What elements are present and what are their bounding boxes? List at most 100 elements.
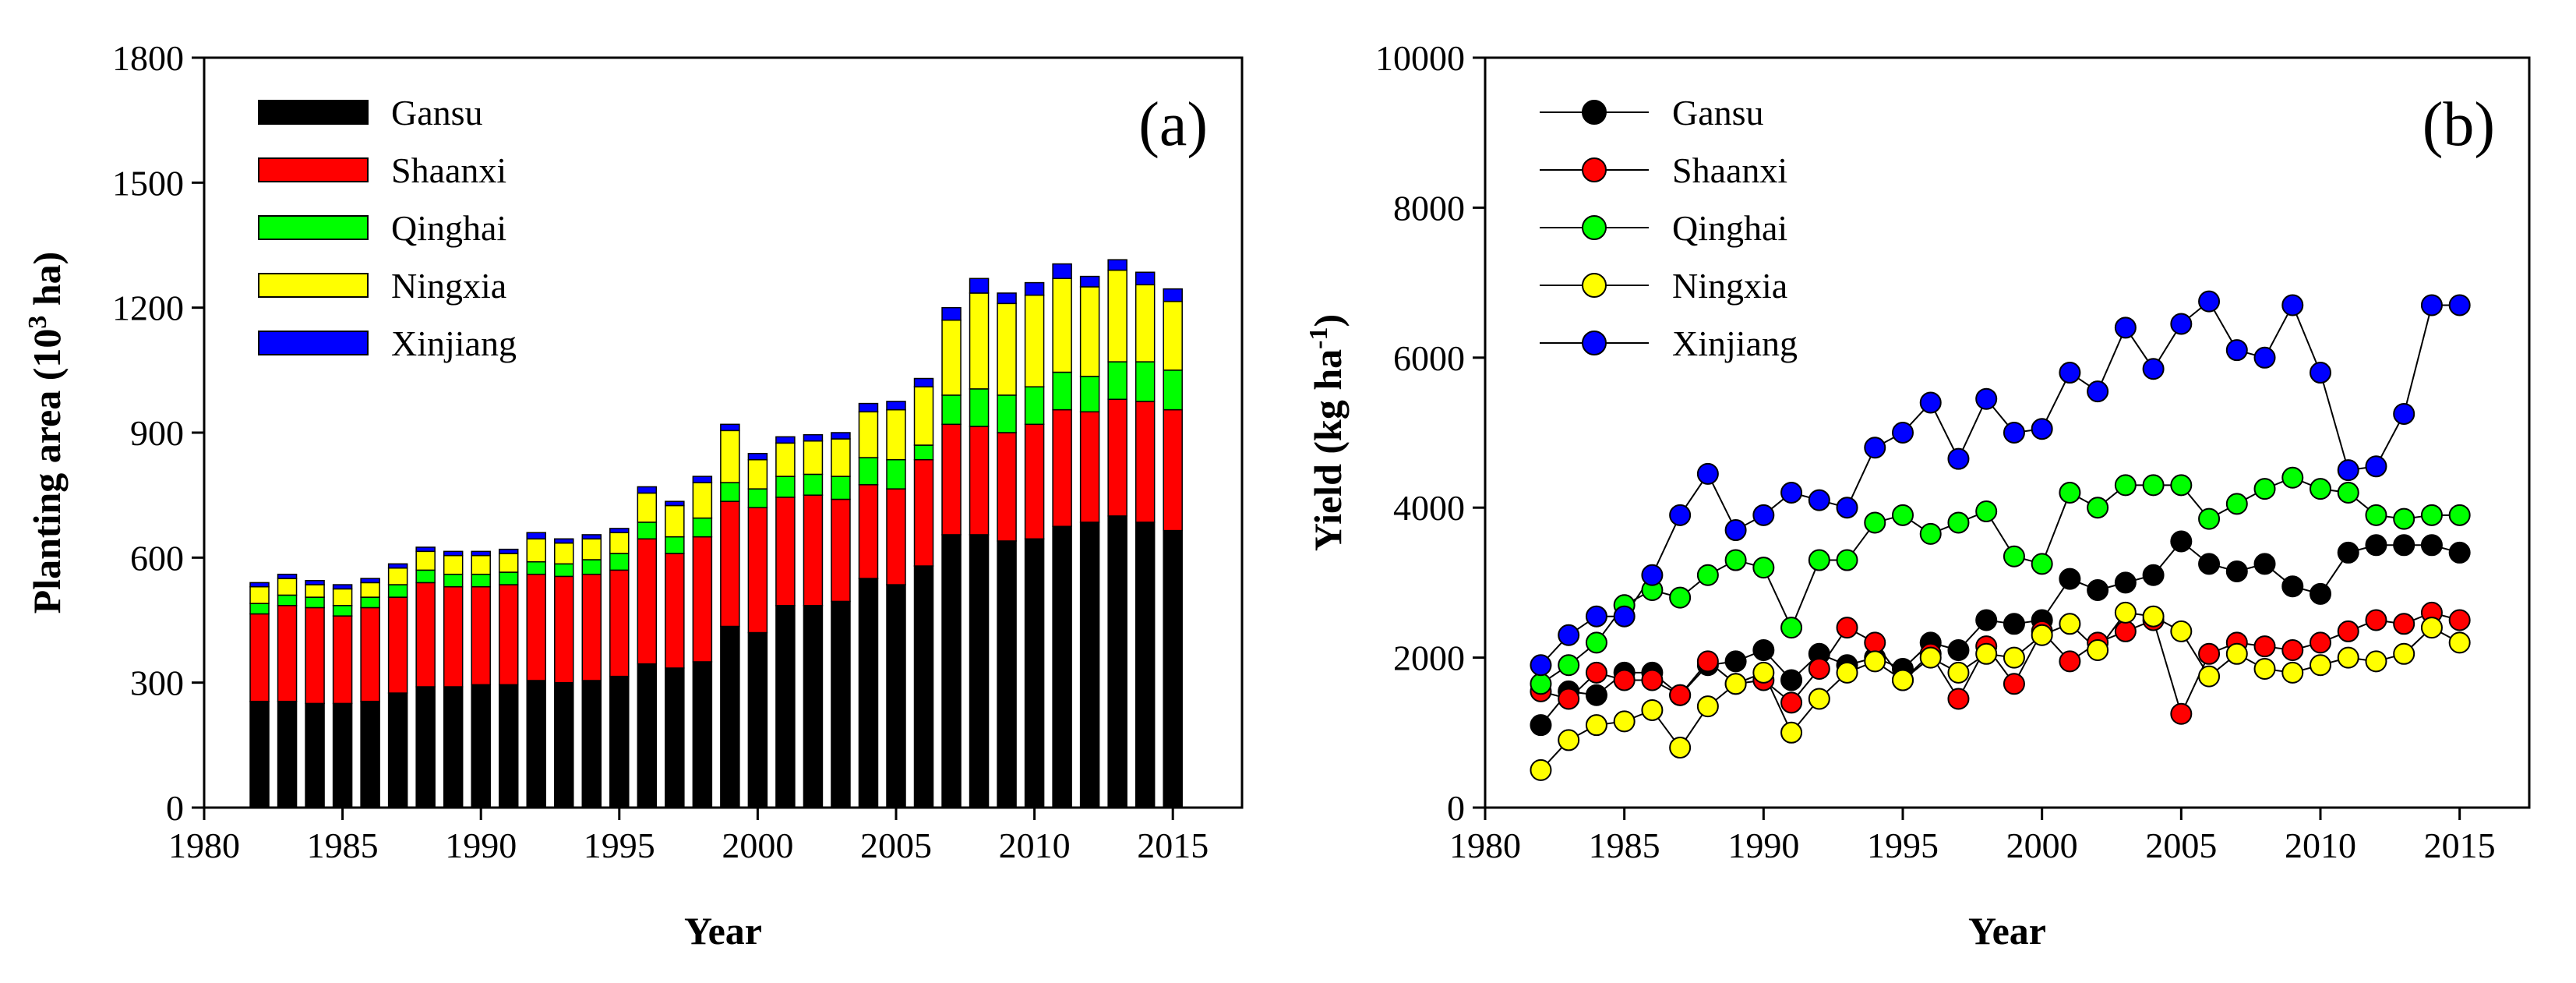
bar-shaanxi-1982	[249, 613, 270, 702]
point-gansu-1997	[1947, 638, 1970, 661]
bar-qinghai-1999	[720, 482, 740, 502]
point-shaanxi-1988	[1696, 650, 1719, 673]
bar-gansu-2013	[1107, 515, 1127, 808]
bar-xinjiang-1988	[415, 546, 436, 553]
bar-ningxia-1993	[554, 542, 574, 565]
bar-gansu-1995	[609, 675, 630, 808]
point-ningxia-1988	[1696, 695, 1719, 718]
point-ningxia-1999	[2003, 646, 2025, 669]
point-gansu-1989	[1724, 650, 1747, 673]
panel-a-y-tick-label: 1500	[112, 163, 184, 203]
point-gansu-2006	[2198, 553, 2221, 575]
point-qinghai-2010	[2310, 478, 2331, 500]
point-gansu-2013	[2393, 534, 2415, 557]
panel-b-x-tick-label: 1995	[1867, 826, 1939, 865]
point-qinghai-2001	[2059, 481, 2081, 504]
bar-xinjiang-1983	[277, 573, 298, 579]
point-ningxia-1982	[1530, 758, 1552, 781]
point-qinghai-1998	[1975, 500, 1998, 523]
bar-ningxia-2015	[1163, 300, 1183, 371]
bar-xinjiang-1994	[581, 534, 602, 540]
point-qinghai-1994	[1864, 511, 1886, 534]
point-xinjiang-1996	[1919, 391, 1942, 414]
point-xinjiang-1997	[1947, 447, 1970, 470]
point-xinjiang-1986	[1641, 564, 1664, 586]
bar-xinjiang-1992	[526, 532, 546, 540]
bar-shaanxi-2000	[747, 507, 768, 634]
point-xinjiang-2010	[2310, 362, 2331, 384]
bar-ningxia-2006	[913, 386, 934, 446]
bar-ningxia-1987	[387, 567, 408, 585]
series-line-qinghai	[1540, 476, 2460, 685]
point-qinghai-2006	[2198, 507, 2221, 530]
point-shaanxi-2001	[2059, 650, 2081, 673]
bar-gansu-2002	[803, 605, 824, 808]
bar-shaanxi-2004	[858, 484, 879, 579]
panel-a-ticks: 1980 1985 1990 1995 2000 2005 2010 2015 0 300 600 9…	[112, 38, 1209, 865]
bar-xinjiang-1987	[387, 563, 408, 569]
bar-xinjiang-1984	[305, 579, 325, 585]
point-qinghai-1984	[1585, 631, 1607, 654]
point-qinghai-2002	[2087, 497, 2109, 519]
bar-ningxia-1989	[443, 554, 464, 575]
bar-qinghai-1993	[554, 563, 574, 578]
bar-ningxia-1982	[249, 585, 270, 604]
point-ningxia-2007	[2225, 642, 2248, 665]
point-shaanxi-1992	[1808, 658, 1830, 681]
point-xinjiang-1998	[1975, 387, 1998, 410]
panel-a-x-tick-label: 2005	[860, 826, 932, 865]
point-xinjiang-1987	[1669, 504, 1692, 526]
bar-qinghai-1992	[526, 560, 546, 575]
point-ningxia-2012	[2365, 650, 2387, 673]
legend-label-qinghai: Qinghai	[1672, 208, 1787, 248]
point-ningxia-1993	[1836, 661, 1858, 684]
point-ningxia-2006	[2198, 665, 2221, 688]
legend-label-shaanxi: Shaanxi	[391, 150, 506, 190]
bar-gansu-1982	[249, 700, 270, 808]
bar-xinjiang-1986	[360, 578, 380, 584]
point-qinghai-2008	[2253, 478, 2276, 500]
point-gansu-2003	[2114, 571, 2137, 594]
bar-shaanxi-2013	[1107, 398, 1127, 517]
bar-qinghai-2002	[803, 473, 824, 496]
bar-ningxia-1984	[305, 584, 325, 598]
bar-xinjiang-1993	[554, 538, 574, 544]
bar-gansu-1983	[277, 700, 298, 808]
point-xinjiang-1982	[1530, 654, 1552, 677]
bar-ningxia-2009	[997, 302, 1017, 396]
panel-b-legend: Gansu Shaanxi Qinghai Ningxia Xinjiang	[1540, 93, 1798, 363]
panel-b-y-axis-title-tail: )	[1306, 314, 1350, 327]
point-xinjiang-2011	[2337, 459, 2359, 482]
panel-b-y-tick-label: 6000	[1393, 338, 1465, 378]
panel-a-y-axis-title: Planting area (103 ha)	[23, 252, 69, 614]
legend-label-gansu: Gansu	[391, 93, 483, 133]
bar-shaanxi-1995	[609, 569, 630, 677]
bar-qinghai-1994	[581, 559, 602, 575]
bar-gansu-1992	[526, 680, 546, 808]
point-shaanxi-1987	[1669, 684, 1692, 706]
bar-qinghai-2006	[913, 444, 934, 461]
bar-ningxia-2010	[1024, 294, 1045, 387]
bar-xinjiang-2000	[747, 452, 768, 461]
point-ningxia-1994	[1864, 650, 1886, 673]
bar-qinghai-2003	[831, 476, 851, 500]
bar-qinghai-2004	[858, 457, 879, 486]
point-qinghai-1988	[1696, 564, 1719, 586]
bar-xinjiang-1995	[609, 528, 630, 534]
bar-xinjiang-2002	[803, 433, 824, 442]
bar-xinjiang-2006	[913, 377, 934, 387]
bar-shaanxi-2014	[1134, 401, 1156, 523]
bar-qinghai-2014	[1134, 361, 1156, 402]
series-line-gansu	[1540, 540, 2460, 726]
panel-a-y-tick-label: 300	[130, 663, 184, 703]
panel-b-x-tick-label: 2010	[2285, 826, 2356, 865]
bar-xinjiang-1991	[498, 548, 519, 554]
bar-gansu-2008	[969, 534, 990, 808]
legend-swatch-gansu	[258, 100, 369, 125]
point-xinjiang-2003	[2114, 316, 2137, 339]
bar-xinjiang-2004	[858, 402, 879, 413]
point-shaanxi-2005	[2170, 702, 2193, 725]
bar-xinjiang-2003	[831, 432, 851, 440]
panel-a-bars	[249, 259, 1183, 808]
legend-label-ningxia: Ningxia	[391, 266, 506, 306]
